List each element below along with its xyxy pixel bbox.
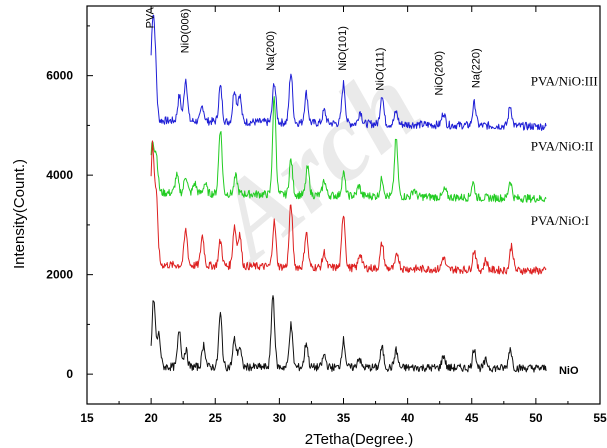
peak-label: NiO(111) (374, 48, 386, 91)
series-label: PVA/NiO:I (531, 213, 589, 228)
series-line-nio (150, 295, 547, 373)
series-line-pva-nio-ii (150, 96, 547, 203)
y-tick-label: 4000 (46, 168, 73, 182)
peak-label: Na(220) (470, 48, 482, 88)
series-label: PVA/NiO:II (531, 138, 594, 153)
y-tick-label: 2000 (46, 268, 73, 282)
x-tick-label: 30 (273, 411, 287, 425)
watermark-text: Arch (186, 42, 442, 285)
x-tick-label: 15 (80, 411, 94, 425)
y-tick-label: 6000 (46, 69, 73, 83)
peak-label: PVA (145, 7, 157, 29)
series-label: NiO (559, 365, 579, 377)
x-tick-label: 40 (401, 411, 415, 425)
x-tick-label: 25 (209, 411, 223, 425)
series-group (150, 14, 547, 373)
x-tick-label: 55 (593, 411, 607, 425)
x-tick-label: 45 (465, 411, 479, 425)
x-tick-label: 35 (337, 411, 351, 425)
series-line-pva-nio-i (150, 140, 547, 275)
peak-label: Na(200) (265, 31, 277, 71)
peak-labels: PVA NiO(006) Na(200) NiO(101) NiO(111) NiO(20… (145, 7, 598, 378)
series-line-pva-nio-iii (150, 14, 547, 131)
peak-label: NiO(101) (337, 26, 349, 71)
y-tick-label: 0 (66, 367, 73, 381)
peak-label: NiO(006) (179, 9, 191, 54)
y-axis-label: Intensity(Count.) (11, 159, 28, 269)
x-tick-label: 50 (529, 411, 543, 425)
peak-label: NiO(200) (433, 51, 445, 96)
x-tick-label: 20 (144, 411, 158, 425)
x-axis-label: 2Tetha(Degree.) (305, 431, 413, 448)
series-label: PVA/NiO:III (531, 74, 598, 89)
axis-ticks: 15 20 25 30 35 40 45 50 55 0 2000 4000 6000 (46, 6, 607, 425)
